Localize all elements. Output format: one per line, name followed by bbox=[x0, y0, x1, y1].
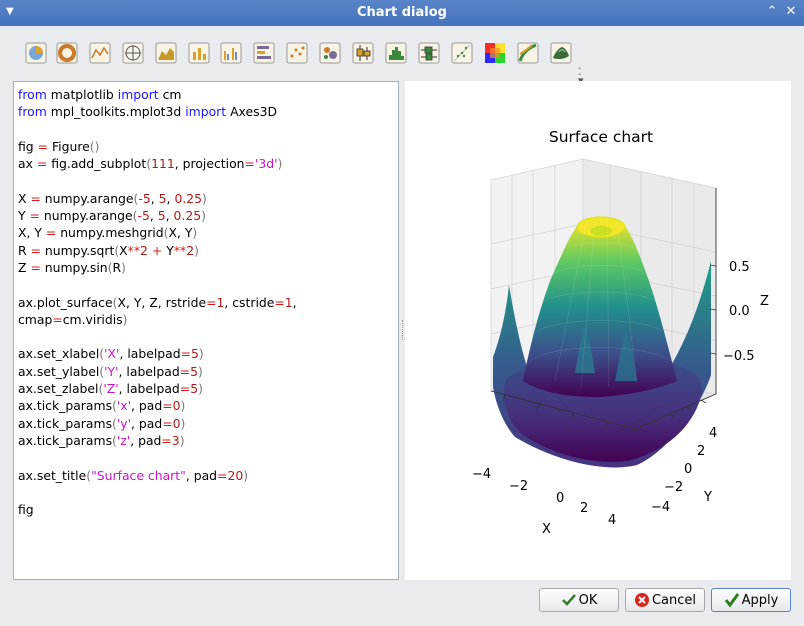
bubble-chart-icon[interactable] bbox=[319, 42, 341, 64]
z-tick-label: 0.5 bbox=[729, 260, 750, 275]
x-axis-label: X bbox=[542, 522, 551, 537]
horizontal-bar-chart-icon[interactable] bbox=[253, 42, 275, 64]
code-line: ax = fig.add_subplot(111, projection='3d… bbox=[18, 156, 283, 172]
code-line: ax.set_ylabel('Y', labelpad=5) bbox=[18, 363, 203, 379]
y-tick-label: 4 bbox=[709, 426, 717, 441]
horizontal-boxplot-icon[interactable] bbox=[418, 42, 440, 64]
heatmap-chart-icon[interactable] bbox=[484, 42, 506, 64]
code-line: fig bbox=[18, 502, 34, 518]
bar-chart-icon[interactable] bbox=[188, 42, 210, 64]
ok-label: OK bbox=[578, 592, 598, 608]
x-tick-label: 0 bbox=[556, 491, 564, 506]
code-line: Z = numpy.sin(R) bbox=[18, 259, 126, 275]
chart-preview: Surface chart −4 −2 0 2 4 4 2 0 −2 −4 0.… bbox=[405, 81, 791, 580]
window-title: Chart dialog bbox=[357, 5, 447, 20]
apply-label: Apply bbox=[741, 592, 779, 608]
window-titlebar: ▼ Chart dialog ⌃ ✕ bbox=[0, 0, 804, 26]
code-line: Y = numpy.arange(-5, 5, 0.25) bbox=[18, 208, 206, 224]
code-line: X = numpy.arange(-5, 5, 0.25) bbox=[18, 190, 207, 206]
code-line bbox=[18, 276, 398, 293]
code-line: ax.plot_surface(X, Y, Z, rstride=1, cstr… bbox=[18, 294, 297, 310]
area-chart-icon[interactable] bbox=[155, 42, 177, 64]
scatter-chart-icon[interactable] bbox=[286, 42, 308, 64]
code-line: R = numpy.sqrt(X**2 + Y**2) bbox=[18, 242, 199, 258]
x-tick-label: −2 bbox=[509, 479, 528, 494]
y-tick-label: 0 bbox=[684, 462, 692, 477]
z-tick-label: 0.0 bbox=[729, 304, 750, 319]
chart-title: Surface chart bbox=[549, 128, 653, 146]
z-axis-label: Z bbox=[760, 294, 769, 309]
contour-chart-icon[interactable] bbox=[517, 42, 539, 64]
apply-button[interactable]: Apply bbox=[711, 588, 791, 612]
donut-chart-icon[interactable] bbox=[56, 42, 78, 64]
code-line: ax.set_title("Surface chart", pad=20) bbox=[18, 467, 249, 483]
line-chart-icon[interactable] bbox=[89, 42, 111, 64]
ok-button[interactable]: OK bbox=[539, 588, 619, 612]
code-line: cmap=cm.viridis) bbox=[18, 311, 128, 327]
code-line: ax.set_zlabel('Z', labelpad=5) bbox=[18, 381, 203, 397]
boxplot-chart-icon[interactable] bbox=[352, 42, 374, 64]
cancel-icon bbox=[634, 592, 650, 608]
x-tick-label: 4 bbox=[608, 513, 616, 528]
cancel-button[interactable]: Cancel bbox=[625, 588, 705, 612]
y-axis-label: Y bbox=[703, 490, 712, 505]
code-line bbox=[18, 172, 398, 189]
x-tick-label: 2 bbox=[580, 501, 588, 516]
histogram-chart-icon[interactable] bbox=[385, 42, 407, 64]
code-line: ax.set_xlabel('X', labelpad=5) bbox=[18, 346, 204, 362]
code-line: ax.tick_params('x', pad=0) bbox=[18, 398, 186, 414]
ok-check-icon bbox=[561, 592, 577, 608]
y-tick-label: 2 bbox=[697, 444, 705, 459]
polar-chart-icon[interactable] bbox=[122, 42, 144, 64]
surface-mesh bbox=[493, 216, 711, 468]
code-line: X, Y = numpy.meshgrid(X, Y) bbox=[18, 225, 198, 241]
pie-chart-icon[interactable] bbox=[25, 42, 47, 64]
axes-edges bbox=[490, 188, 717, 430]
code-editor[interactable]: from matplotlib import cm from mpl_toolki… bbox=[13, 81, 399, 580]
code-line bbox=[18, 449, 398, 466]
code-line bbox=[18, 121, 398, 138]
splitter-handle[interactable] bbox=[402, 320, 405, 340]
code-line bbox=[18, 328, 398, 345]
toolbar-overflow-icon[interactable]: ··▾ bbox=[578, 62, 584, 86]
collapse-icon[interactable]: ⌃ bbox=[766, 4, 778, 19]
code-line: fig = Figure() bbox=[18, 138, 100, 154]
close-icon[interactable]: ✕ bbox=[785, 4, 797, 19]
axis-ticks bbox=[502, 264, 717, 436]
grouped-bar-chart-icon[interactable] bbox=[220, 42, 242, 64]
code-line: from mpl_toolkits.mplot3d import Axes3D bbox=[18, 104, 277, 120]
y-tick-label: −2 bbox=[664, 480, 683, 495]
chart-type-toolbar: ··▾ bbox=[0, 26, 804, 86]
cancel-label: Cancel bbox=[651, 592, 697, 608]
x-tick-label: −4 bbox=[472, 467, 491, 482]
code-line: from matplotlib import cm bbox=[18, 87, 182, 102]
apply-check-icon bbox=[724, 592, 740, 608]
code-line: ax.tick_params('z', pad=3) bbox=[18, 432, 185, 448]
y-tick-label: −4 bbox=[651, 500, 670, 515]
z-tick-label: −0.5 bbox=[723, 349, 755, 364]
scatter-grid-chart-icon[interactable] bbox=[451, 42, 473, 64]
code-line: ax.tick_params('y', pad=0) bbox=[18, 415, 186, 431]
code-line bbox=[18, 484, 398, 501]
window-menu-icon[interactable]: ▼ bbox=[6, 6, 14, 17]
surface-chart: Surface chart −4 −2 0 2 4 4 2 0 −2 −4 0.… bbox=[472, 128, 769, 537]
surface-chart-icon[interactable] bbox=[550, 42, 572, 64]
